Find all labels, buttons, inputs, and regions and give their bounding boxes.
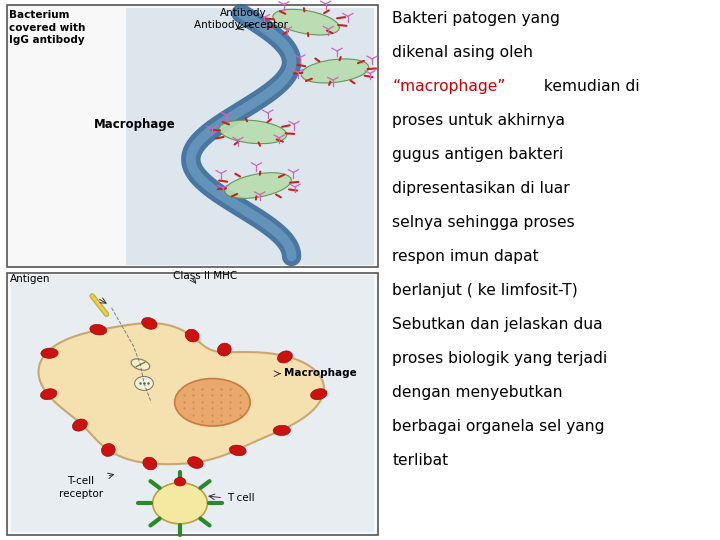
Text: Class II MHC: Class II MHC	[173, 271, 237, 281]
Text: Macrophage: Macrophage	[94, 118, 176, 131]
Ellipse shape	[273, 9, 339, 35]
Ellipse shape	[225, 173, 292, 198]
Circle shape	[153, 483, 207, 524]
Ellipse shape	[41, 348, 58, 359]
FancyBboxPatch shape	[11, 275, 374, 532]
Ellipse shape	[188, 457, 203, 469]
Ellipse shape	[73, 419, 87, 431]
Circle shape	[174, 477, 186, 486]
Text: gugus antigen bakteri: gugus antigen bakteri	[392, 147, 564, 162]
Ellipse shape	[219, 120, 287, 144]
Text: berlanjut ( ke limfosit-T): berlanjut ( ke limfosit-T)	[392, 283, 578, 298]
Ellipse shape	[131, 359, 150, 370]
Text: dengan menyebutkan: dengan menyebutkan	[392, 385, 563, 400]
Ellipse shape	[102, 443, 115, 456]
Text: Bakteri patogen yang: Bakteri patogen yang	[392, 11, 560, 26]
Text: Bacterium
covered with
IgG antibody: Bacterium covered with IgG antibody	[9, 10, 86, 45]
Text: Antigen: Antigen	[10, 274, 50, 285]
Text: proses biologik yang terjadi: proses biologik yang terjadi	[392, 351, 608, 366]
Text: Macrophage: Macrophage	[284, 368, 357, 377]
Text: berbagai organela sel yang: berbagai organela sel yang	[392, 419, 605, 434]
Text: respon imun dapat: respon imun dapat	[392, 249, 539, 264]
Text: terlibat: terlibat	[392, 453, 449, 468]
Ellipse shape	[277, 351, 292, 363]
Ellipse shape	[90, 325, 107, 335]
Ellipse shape	[310, 389, 327, 400]
Ellipse shape	[301, 59, 369, 83]
Text: Antibody receptor: Antibody receptor	[194, 20, 289, 30]
Text: dikenal asing oleh: dikenal asing oleh	[392, 45, 534, 60]
Ellipse shape	[230, 445, 246, 456]
Text: kemudian di: kemudian di	[539, 79, 639, 94]
Text: Sebutkan dan jelaskan dua: Sebutkan dan jelaskan dua	[392, 317, 603, 332]
Text: “macrophage”: “macrophage”	[392, 79, 505, 94]
Ellipse shape	[143, 457, 157, 470]
Text: selnya sehingga proses: selnya sehingga proses	[392, 215, 575, 230]
Ellipse shape	[185, 329, 199, 342]
Ellipse shape	[217, 343, 231, 356]
Text: dipresentasikan di luar: dipresentasikan di luar	[392, 181, 570, 196]
FancyBboxPatch shape	[7, 273, 378, 535]
Ellipse shape	[273, 426, 290, 436]
Text: T-cell
receptor: T-cell receptor	[58, 476, 103, 498]
FancyBboxPatch shape	[7, 5, 378, 267]
Text: Antibody: Antibody	[220, 8, 266, 18]
Polygon shape	[38, 323, 324, 464]
Text: proses untuk akhirnya: proses untuk akhirnya	[392, 113, 565, 128]
Ellipse shape	[174, 379, 251, 426]
Ellipse shape	[142, 318, 157, 329]
Text: T cell: T cell	[227, 494, 254, 503]
Circle shape	[135, 376, 153, 390]
Ellipse shape	[40, 389, 57, 400]
FancyBboxPatch shape	[126, 8, 374, 265]
